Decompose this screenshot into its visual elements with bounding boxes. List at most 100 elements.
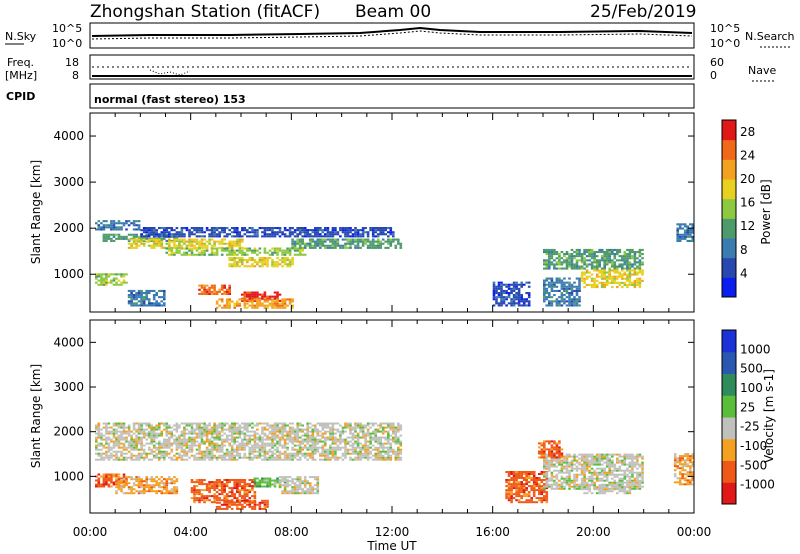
heatmap-cell: [590, 273, 594, 276]
heatmap-cell: [286, 424, 289, 427]
heatmap-cell: [510, 298, 513, 301]
heatmap-cell: [296, 432, 299, 435]
heatmap-cell: [316, 233, 320, 236]
heatmap-cell: [195, 424, 199, 427]
heatmap-cell: [132, 484, 136, 487]
heatmap-cell: [316, 440, 320, 443]
heatmap-cell: [532, 473, 536, 475]
heatmap-cell: [356, 436, 360, 439]
heatmap-cell: [185, 432, 189, 435]
heatmap-cell: [258, 304, 262, 307]
heatmap-cell: [303, 235, 307, 238]
heatmap-cell: [558, 255, 561, 258]
heatmap-cell: [218, 227, 221, 230]
heatmap-cell: [293, 456, 297, 459]
heatmap-cell: [314, 476, 317, 479]
heatmap-cell: [115, 283, 118, 286]
heatmap-cell: [512, 285, 516, 288]
heatmap-cell: [213, 251, 216, 254]
heatmap-cell: [369, 446, 372, 449]
heatmap-cell: [298, 482, 302, 485]
heatmap-cell: [105, 446, 108, 449]
freq-label: Freq.: [7, 56, 34, 69]
heatmap-cell: [248, 485, 252, 488]
heatmap-cell: [570, 255, 574, 258]
heatmap-cell: [132, 302, 136, 305]
heatmap-cell: [563, 261, 566, 264]
heatmap-cell: [512, 300, 516, 303]
heatmap-cell: [306, 452, 309, 455]
heatmap-cell: [354, 452, 357, 455]
heatmap-cell: [334, 436, 337, 439]
heatmap-cell: [163, 492, 166, 495]
heatmap-cell: [510, 499, 513, 502]
heatmap-cell: [200, 430, 204, 433]
heatmap-cell: [326, 452, 330, 455]
heatmap-cell: [276, 479, 279, 482]
heatmap-cell: [563, 302, 566, 305]
heatmap-cell: [258, 298, 262, 301]
heatmap-cell: [563, 285, 566, 288]
heatmap-cell: [613, 277, 617, 280]
heatmap-cell: [195, 456, 199, 459]
heatmap-cell: [180, 456, 184, 459]
heatmap-cell: [273, 436, 277, 439]
heatmap-cell: [324, 432, 327, 435]
heatmap-cell: [137, 226, 141, 229]
heatmap-cell: [95, 452, 98, 455]
heatmap-cell: [303, 480, 307, 483]
heatmap-cell: [507, 471, 511, 473]
heatmap-cell: [107, 446, 111, 449]
heatmap-cell: [356, 456, 360, 459]
heatmap-cell: [628, 265, 632, 268]
heatmap-cell: [319, 458, 322, 461]
heatmap-cell: [125, 432, 128, 435]
heatmap-cell: [296, 444, 299, 447]
heatmap-cell: [208, 452, 211, 455]
heatmap-cell: [107, 432, 111, 435]
heatmap-cell: [261, 231, 264, 234]
heatmap-cell: [210, 426, 214, 429]
heatmap-cell: [130, 296, 133, 299]
heatmap-cell: [137, 490, 141, 493]
heatmap-cell: [183, 227, 186, 230]
heatmap-cell: [256, 503, 259, 506]
heatmap-cell: [190, 424, 194, 427]
heatmap-cell: [233, 458, 236, 461]
heatmap-cell: [107, 281, 111, 284]
heatmap-cell: [631, 255, 634, 258]
heatmap-cell: [208, 456, 211, 459]
heatmap-cell: [548, 294, 551, 297]
heatmap-cell: [359, 428, 362, 431]
heatmap-cell: [263, 422, 267, 425]
heatmap-cell: [583, 261, 586, 264]
heatmap-cell: [303, 227, 307, 230]
heatmap-cell: [130, 434, 133, 437]
heatmap-cell: [298, 238, 302, 241]
heatmap-cell: [349, 436, 352, 439]
heatmap-cell: [145, 296, 148, 299]
heatmap-cell: [198, 426, 201, 429]
heatmap-cell: [633, 253, 637, 256]
heatmap-cell: [374, 428, 377, 431]
heatmap-cell: [351, 426, 355, 429]
heatmap-cell: [110, 430, 113, 433]
heatmap-cell: [595, 269, 599, 272]
heatmap-cell: [636, 251, 639, 254]
heatmap-cell: [246, 261, 249, 264]
heatmap-cell: [261, 450, 264, 453]
heatmap-cell: [142, 434, 146, 437]
heatmap-cell: [137, 448, 141, 451]
heatmap-cell: [205, 495, 209, 498]
heatmap-cell: [266, 229, 269, 232]
heatmap-cell: [163, 484, 166, 487]
heatmap-cell: [198, 456, 201, 459]
heatmap-cell: [203, 458, 206, 461]
heatmap-cell: [152, 440, 156, 443]
heatmap-cell: [193, 485, 196, 488]
heatmap-cell: [233, 302, 236, 305]
heatmap-cell: [364, 242, 367, 245]
heatmap-cell: [115, 442, 118, 445]
heatmap-cell: [324, 246, 327, 249]
heatmap-cell: [527, 481, 531, 484]
